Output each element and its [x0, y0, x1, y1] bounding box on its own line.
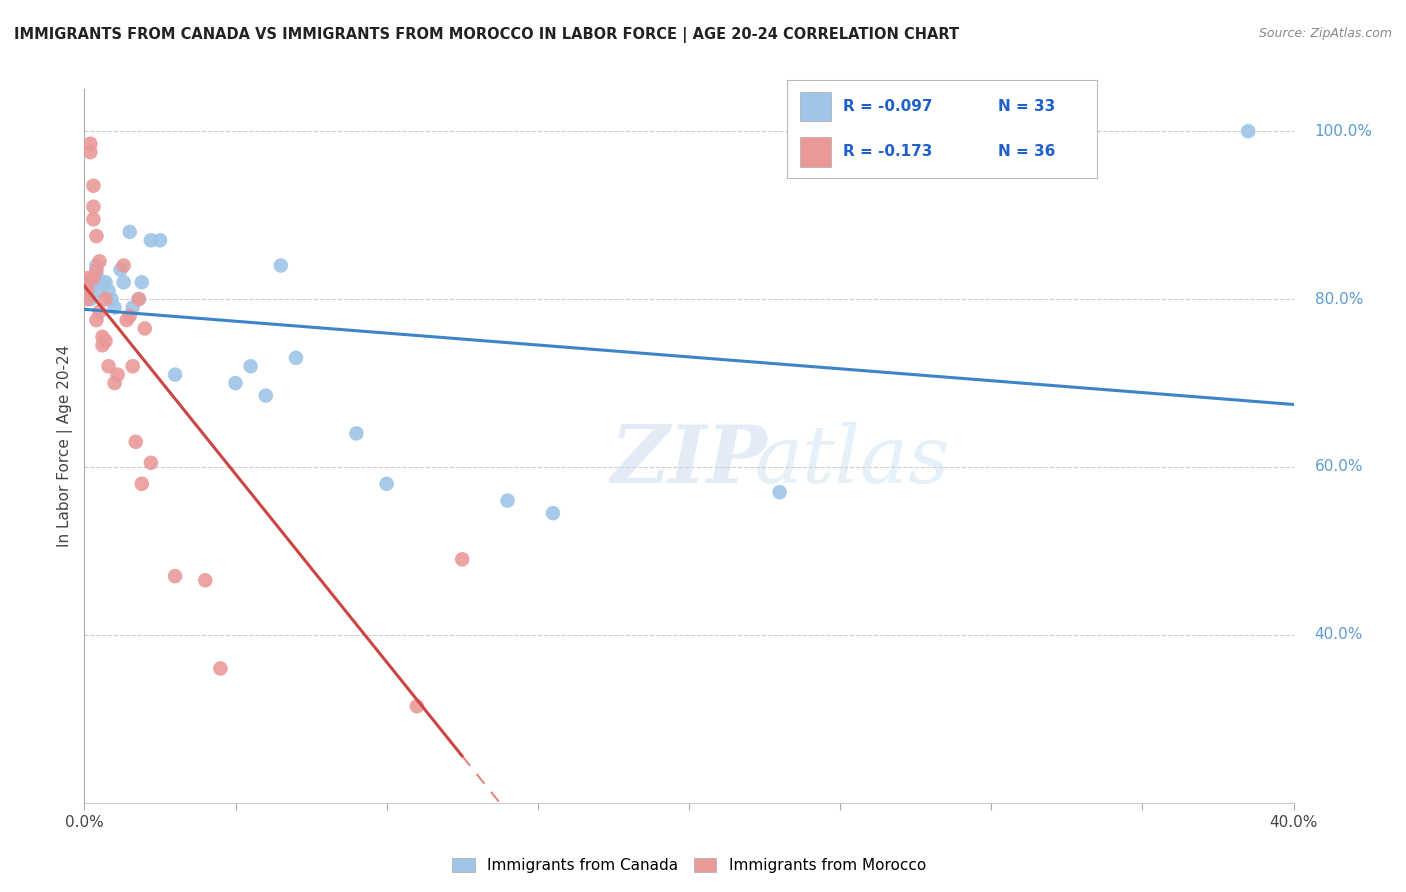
- Text: R = -0.173: R = -0.173: [844, 145, 932, 160]
- Point: [118, 309, 141, 323]
- Point: [541, 506, 564, 520]
- Point: [97, 284, 120, 298]
- Text: 80.0%: 80.0%: [1315, 292, 1362, 307]
- Point: [76, 275, 98, 289]
- Legend: Immigrants from Canada, Immigrants from Morocco: Immigrants from Canada, Immigrants from …: [444, 850, 934, 880]
- Point: [128, 292, 150, 306]
- Point: [94, 334, 117, 348]
- Point: [76, 284, 98, 298]
- Point: [89, 304, 111, 318]
- Point: [125, 434, 148, 449]
- Point: [94, 292, 117, 306]
- Point: [112, 259, 135, 273]
- Point: [82, 271, 104, 285]
- Text: atlas: atlas: [755, 422, 950, 499]
- Point: [375, 476, 398, 491]
- Text: R = -0.097: R = -0.097: [844, 99, 932, 114]
- Point: [769, 485, 792, 500]
- Point: [128, 292, 150, 306]
- Point: [163, 569, 186, 583]
- Point: [89, 284, 111, 298]
- Point: [270, 259, 292, 273]
- Point: [86, 262, 108, 277]
- Point: [79, 136, 101, 151]
- Point: [139, 233, 162, 247]
- Point: [239, 359, 262, 374]
- Text: Source: ZipAtlas.com: Source: ZipAtlas.com: [1258, 27, 1392, 40]
- Point: [194, 574, 217, 588]
- Text: IMMIGRANTS FROM CANADA VS IMMIGRANTS FROM MOROCCO IN LABOR FORCE | AGE 20-24 COR: IMMIGRANTS FROM CANADA VS IMMIGRANTS FRO…: [14, 27, 959, 43]
- Point: [121, 301, 143, 315]
- Point: [79, 145, 101, 160]
- Point: [496, 493, 519, 508]
- Point: [406, 699, 429, 714]
- Point: [131, 275, 153, 289]
- Point: [86, 267, 108, 281]
- Point: [91, 338, 114, 352]
- Point: [110, 262, 132, 277]
- Point: [149, 233, 172, 247]
- Text: 40.0%: 40.0%: [1315, 627, 1362, 642]
- Text: N = 36: N = 36: [998, 145, 1054, 160]
- Point: [254, 389, 277, 403]
- Text: 60.0%: 60.0%: [1315, 459, 1362, 475]
- Point: [82, 212, 104, 227]
- Point: [346, 426, 368, 441]
- Text: 100.0%: 100.0%: [1315, 124, 1372, 138]
- Point: [82, 178, 104, 193]
- Point: [91, 275, 114, 289]
- Point: [134, 321, 156, 335]
- Point: [104, 376, 127, 390]
- Point: [79, 279, 101, 293]
- Point: [225, 376, 247, 390]
- Point: [82, 200, 104, 214]
- Point: [112, 275, 135, 289]
- Point: [91, 330, 114, 344]
- Point: [107, 368, 129, 382]
- Point: [97, 359, 120, 374]
- Point: [94, 275, 117, 289]
- Text: N = 33: N = 33: [998, 99, 1054, 114]
- Point: [115, 313, 138, 327]
- Point: [118, 225, 141, 239]
- Text: ZIP: ZIP: [610, 422, 768, 499]
- Point: [76, 271, 98, 285]
- Y-axis label: In Labor Force | Age 20-24: In Labor Force | Age 20-24: [58, 345, 73, 547]
- Point: [284, 351, 308, 365]
- Point: [89, 254, 111, 268]
- Point: [163, 368, 186, 382]
- Point: [139, 456, 162, 470]
- Point: [82, 275, 104, 289]
- Point: [79, 292, 101, 306]
- Point: [86, 313, 108, 327]
- Point: [76, 284, 98, 298]
- Point: [86, 259, 108, 273]
- Point: [76, 288, 98, 302]
- Point: [86, 229, 108, 244]
- FancyBboxPatch shape: [800, 137, 831, 167]
- Point: [209, 661, 232, 675]
- FancyBboxPatch shape: [800, 92, 831, 121]
- Point: [100, 292, 122, 306]
- Point: [104, 301, 127, 315]
- Point: [1237, 124, 1260, 138]
- Point: [131, 476, 153, 491]
- Point: [451, 552, 474, 566]
- Point: [76, 292, 98, 306]
- Point: [121, 359, 143, 374]
